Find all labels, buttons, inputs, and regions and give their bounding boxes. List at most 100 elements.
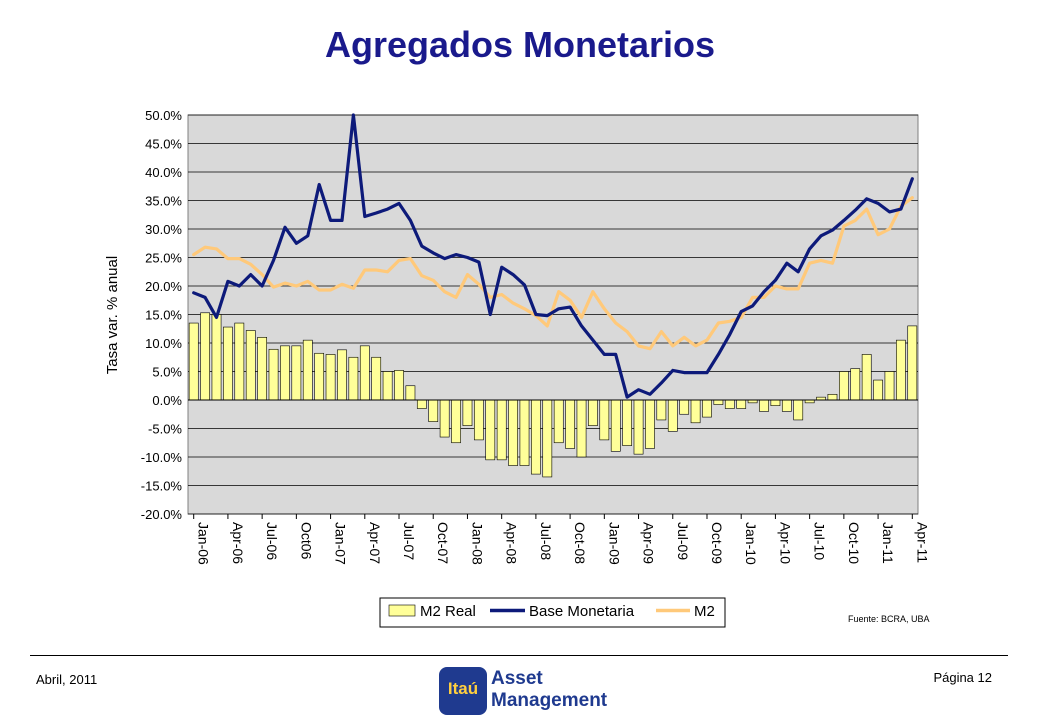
- x-tick-label: Jan-08: [469, 522, 485, 565]
- x-tick-label: Apr-09: [641, 522, 657, 564]
- bar-m2-real: [588, 399, 598, 426]
- bar-m2-real: [280, 345, 290, 401]
- y-tick-label: 40.0%: [145, 165, 182, 180]
- bar-m2-real: [337, 349, 347, 401]
- bar-m2-real: [542, 399, 553, 478]
- y-tick-label: 20.0%: [145, 279, 182, 294]
- bar-m2-real: [827, 393, 838, 401]
- footer-date: Abril, 2011: [36, 672, 98, 687]
- y-tick-label: -5.0%: [148, 422, 182, 437]
- bar-m2-real: [645, 399, 655, 449]
- bar-m2-real: [382, 371, 393, 401]
- bar-m2-real: [257, 336, 268, 401]
- bar-m2-real: [565, 399, 575, 449]
- y-tick-label: 5.0%: [152, 365, 182, 380]
- x-tick-label: Jan-07: [333, 522, 349, 565]
- bar-m2-real: [656, 399, 667, 421]
- x-tick-label: Jan-09: [606, 522, 622, 565]
- y-tick-label: 35.0%: [145, 194, 182, 209]
- x-tick-label: Jan-10: [743, 522, 759, 565]
- x-tick-label: Oct06: [298, 522, 314, 560]
- bar-m2-real: [508, 399, 518, 466]
- bar-m2-real: [325, 354, 336, 401]
- x-tick-label: Apr-10: [777, 522, 793, 564]
- line-base-monetaria: [192, 113, 914, 399]
- x-tick-label: Jul-09: [675, 522, 691, 560]
- logo-line-management: Management: [491, 690, 608, 711]
- bar-m2-real: [439, 399, 450, 438]
- x-tick-label: Jul-10: [812, 522, 828, 560]
- bar-m2-real: [690, 399, 701, 424]
- bar-m2-real: [850, 368, 861, 401]
- y-axis-label: Tasa var. % anual: [104, 256, 121, 374]
- bar-m2-real: [873, 379, 883, 401]
- bar-m2-real: [793, 399, 804, 421]
- bar-m2-real: [211, 314, 222, 401]
- y-tick-label: -15.0%: [141, 479, 183, 494]
- bar-m2-real: [496, 399, 507, 461]
- bar-m2-real: [451, 399, 461, 444]
- logo-line-asset: Asset: [491, 668, 543, 689]
- bar-m2-real: [485, 399, 496, 461]
- bar-m2-real: [302, 339, 313, 401]
- y-tick-label: 15.0%: [145, 308, 182, 323]
- bar-m2-real: [622, 399, 633, 446]
- y-tick-label: -10.0%: [141, 450, 183, 465]
- x-tick-label: Jul-07: [401, 522, 417, 560]
- y-tick-label: 45.0%: [145, 137, 182, 152]
- bar-m2-real: [462, 399, 473, 426]
- footer-divider: [30, 655, 1008, 656]
- bar-m2-real: [234, 322, 245, 401]
- x-tick-label: Jul-08: [538, 522, 554, 560]
- bar-m2-real: [907, 325, 918, 401]
- bar-m2-real: [428, 399, 439, 422]
- bar-m2-real: [394, 370, 404, 401]
- y-tick-label: 25.0%: [145, 251, 182, 266]
- bar-m2-real: [268, 348, 279, 401]
- bar-m2-real: [576, 399, 587, 458]
- page-number: Página 12: [933, 670, 992, 685]
- bar-m2-real: [188, 322, 199, 401]
- bar-m2-real: [884, 371, 895, 401]
- bar-m2-real: [359, 345, 370, 401]
- line-m2: [192, 196, 914, 351]
- x-axis-ticks: Jan-06 Apr-06 Jul-06 Oct06 Jan-07 Apr-07 Jul-0…: [193, 514, 930, 565]
- bar-m2-real: [610, 399, 621, 452]
- source-note: Fuente: BCRA, UBA: [848, 614, 930, 624]
- itau-asset-management-logo: Itaú Asset Management: [439, 667, 607, 715]
- legend-label-base-monetaria: Base Monetaria: [529, 603, 635, 620]
- itau-logo-box: Itaú: [439, 667, 487, 715]
- bar-m2-real: [896, 339, 906, 401]
- bar-m2-real: [781, 399, 792, 412]
- bar-m2-real: [348, 356, 359, 401]
- bar-m2-real: [724, 399, 735, 409]
- y-tick-label: 50.0%: [145, 108, 182, 123]
- bar-m2-real: [314, 352, 325, 401]
- bar-m2-real: [736, 399, 747, 409]
- y-axis-ticks: -20.0% -15.0% -10.0% -5.0% 0.0% 5.0% 10.0% 15.0…: [141, 108, 183, 522]
- bar-m2-real: [200, 312, 210, 401]
- bar-m2-real: [245, 330, 256, 401]
- y-tick-label: 0.0%: [152, 393, 182, 408]
- legend: M2 Real Base Monetaria M2: [379, 597, 726, 628]
- logo-brand-text: Itaú: [447, 679, 479, 698]
- m2-real-bars: [188, 312, 918, 478]
- x-tick-label: Jan-11: [880, 522, 896, 564]
- bar-m2-real: [223, 326, 233, 401]
- bar-m2-real: [702, 399, 712, 418]
- bar-m2-real: [291, 345, 302, 401]
- legend-label-m2: M2: [694, 603, 715, 620]
- bar-m2-real: [405, 385, 416, 401]
- chart: -20.0% -15.0% -10.0% -5.0% 0.0% 5.0% 10.0% 15.0…: [104, 108, 930, 628]
- bar-m2-real: [531, 399, 541, 475]
- bar-m2-real: [838, 371, 849, 401]
- bar-m2-real: [713, 399, 724, 405]
- x-tick-label: Apr-08: [504, 522, 520, 564]
- x-tick-label: Apr-07: [367, 522, 383, 564]
- y-tick-label: 30.0%: [145, 222, 182, 237]
- x-tick-label: Oct-07: [435, 522, 451, 564]
- x-tick-label: Oct-08: [572, 522, 588, 564]
- x-tick-label: Jul-06: [264, 522, 280, 560]
- x-tick-label: Jan-06: [196, 522, 212, 565]
- series-lines: [192, 113, 914, 399]
